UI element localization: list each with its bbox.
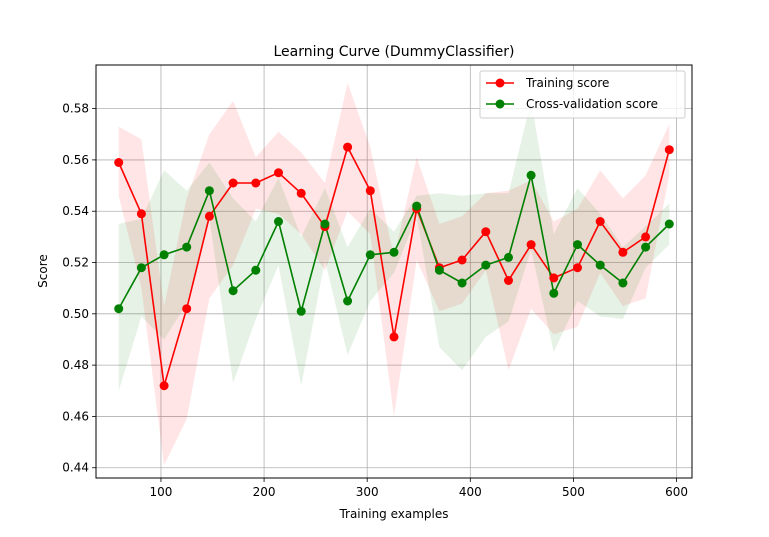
cross-validation-score-point bbox=[412, 201, 422, 211]
x-axis-ticks: 100 200 300 400 500 600 bbox=[150, 478, 688, 499]
training-score-point bbox=[204, 211, 214, 221]
cross-validation-score-point bbox=[320, 219, 330, 229]
plot-frame bbox=[95, 64, 693, 479]
x-tick-label: 100 bbox=[150, 485, 173, 499]
cross-validation-score-point bbox=[159, 250, 169, 260]
cross-validation-score-point bbox=[526, 170, 536, 180]
y-tick-label: 0.50 bbox=[62, 307, 89, 321]
training-score-point bbox=[365, 186, 375, 196]
cross-validation-score-point bbox=[389, 247, 399, 257]
legend-training-marker bbox=[495, 78, 505, 88]
legend-cv-label: Cross-validation score bbox=[526, 97, 658, 111]
y-axis-label: Score bbox=[36, 254, 50, 288]
cross-validation-score-point bbox=[457, 278, 467, 288]
training-score-point bbox=[481, 227, 491, 237]
cross-validation-score-point bbox=[296, 306, 306, 316]
training-score-point bbox=[618, 247, 628, 257]
legend-training-label: Training score bbox=[525, 76, 609, 90]
y-tick-label: 0.58 bbox=[62, 102, 89, 116]
legend: Training score Cross-validation score bbox=[479, 70, 686, 119]
y-tick-label: 0.56 bbox=[62, 153, 89, 167]
legend-cv-marker bbox=[495, 99, 505, 109]
cross-validation-score-point bbox=[504, 252, 513, 262]
cross-validation-score-point bbox=[204, 186, 214, 196]
cross-validation-score-point bbox=[595, 260, 605, 270]
cross-validation-score-point bbox=[549, 288, 559, 298]
training-score-point bbox=[159, 381, 169, 391]
y-tick-label: 0.52 bbox=[62, 256, 89, 270]
chart-title: Learning Curve (DummyClassifier) bbox=[273, 44, 514, 60]
cross-validation-score-point bbox=[182, 242, 192, 252]
training-score-point bbox=[573, 263, 582, 273]
training-score-point bbox=[296, 188, 306, 198]
y-axis-ticks: 0.44 0.46 0.48 0.50 0.52 0.54 0.56 0.58 bbox=[62, 102, 96, 475]
training-score-point bbox=[504, 276, 513, 285]
cross-validation-score-point bbox=[618, 278, 628, 288]
y-tick-label: 0.44 bbox=[62, 461, 89, 475]
cross-validation-score-point bbox=[573, 240, 582, 250]
training-score-point bbox=[595, 217, 605, 226]
legend-box bbox=[479, 70, 686, 119]
training-score-point bbox=[251, 178, 261, 188]
x-tick-label: 600 bbox=[665, 485, 688, 499]
training-score-point bbox=[664, 145, 674, 155]
training-score-point bbox=[136, 209, 146, 219]
x-tick-label: 200 bbox=[253, 485, 276, 499]
training-score-point bbox=[343, 142, 353, 152]
y-tick-label: 0.48 bbox=[62, 358, 89, 372]
cross-validation-score-point bbox=[228, 286, 238, 296]
y-tick-label: 0.54 bbox=[62, 204, 89, 218]
cross-validation-score-point bbox=[641, 242, 651, 252]
grid bbox=[96, 65, 692, 478]
x-tick-label: 500 bbox=[562, 485, 585, 499]
x-tick-label: 300 bbox=[356, 485, 379, 499]
score-points bbox=[114, 142, 674, 391]
cross-validation-score-point bbox=[664, 219, 674, 229]
cross-validation-score-point bbox=[481, 260, 491, 270]
training-score-point bbox=[526, 240, 536, 250]
training-score-point bbox=[182, 304, 192, 314]
cross-validation-score-point bbox=[251, 265, 261, 275]
x-axis-label: Training examples bbox=[338, 507, 448, 521]
cross-validation-score-point bbox=[274, 217, 283, 226]
cross-validation-score-point bbox=[343, 296, 353, 306]
training-score-point bbox=[641, 232, 651, 242]
training-score-point bbox=[114, 158, 124, 167]
cross-validation-score-point bbox=[434, 265, 444, 275]
cross-validation-score-point bbox=[365, 250, 375, 260]
cross-validation-score-point bbox=[136, 263, 146, 273]
x-tick-label: 400 bbox=[459, 485, 482, 499]
training-score-point bbox=[274, 168, 283, 178]
cross-validation-score-point bbox=[114, 304, 124, 314]
training-score-point bbox=[389, 332, 399, 342]
y-tick-label: 0.46 bbox=[62, 409, 89, 423]
training-score-point bbox=[457, 255, 467, 265]
training-score-point bbox=[549, 273, 559, 283]
training-score-point bbox=[228, 178, 238, 188]
